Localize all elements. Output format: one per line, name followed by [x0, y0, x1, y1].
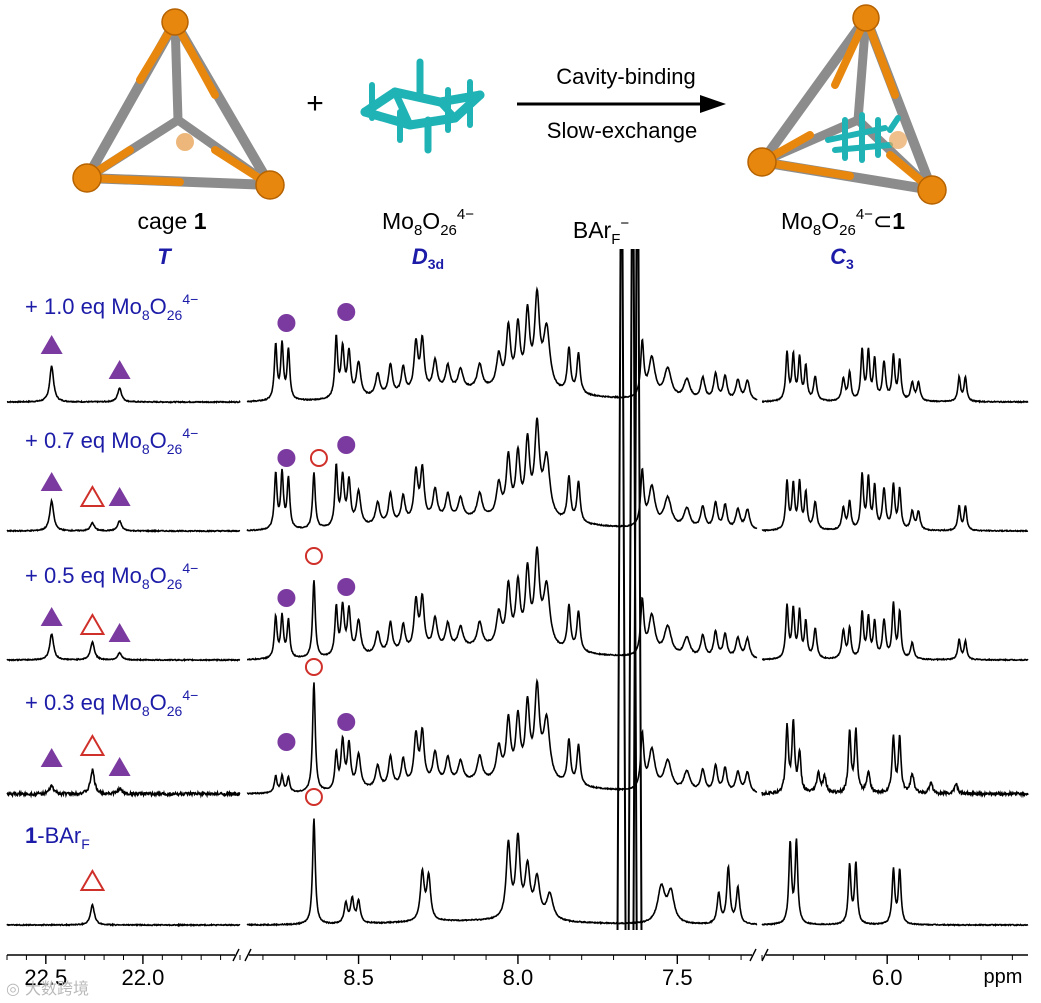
- filled-triangle-marker: [108, 487, 131, 506]
- spectrum-trace: [761, 838, 1029, 927]
- axis-break: [749, 948, 757, 962]
- watermark: ◎ 大数跨境: [6, 979, 90, 998]
- axis-break: [232, 948, 240, 962]
- tick-label: 6.0: [872, 965, 903, 990]
- tick-label: 22.5: [24, 965, 67, 990]
- open-triangle-marker: [79, 485, 106, 507]
- tick-label: 8.5: [343, 965, 374, 990]
- spectrum-trace: [247, 546, 758, 661]
- spectrum-trace: [246, 677, 758, 796]
- counterion-label: BArF−: [573, 215, 630, 248]
- axis-break: [244, 948, 252, 962]
- spectrum-trace: [246, 286, 758, 403]
- open-circle-marker: [304, 658, 323, 676]
- tick-label: 7.5: [662, 965, 693, 990]
- filled-circle-marker: [337, 713, 356, 731]
- open-triangle-marker: [79, 613, 106, 635]
- tick-label: 8.0: [503, 965, 534, 990]
- arrow-label-bottom: Slow-exchange: [547, 118, 697, 143]
- trace-labels: + 1.0 eq Mo8O264− + 0.7 eq Mo8O264− + 0.…: [25, 291, 198, 852]
- spectrum-trace: [761, 347, 1029, 404]
- trace-label: 1-BArF: [25, 823, 90, 852]
- spectrum-trace: [761, 718, 1029, 799]
- filled-circle-marker: [277, 589, 296, 607]
- x-axis: 22.5 22.0 8.5 8.0 7.5 6.0 ppm: [6, 948, 1028, 990]
- spectrum-trace: [6, 365, 241, 404]
- spectrum-trace: [761, 472, 1029, 533]
- open-circle-marker: [309, 449, 328, 467]
- axis-break: [761, 948, 769, 962]
- filled-triangle-marker: [108, 757, 131, 776]
- spectrum-trace: [6, 768, 241, 799]
- open-triangle-marker: [79, 869, 106, 891]
- peak-markers: [40, 303, 356, 891]
- spectrum-trace: [6, 497, 241, 533]
- cage-label: cage 1: [137, 208, 206, 234]
- complex-label: Mo8O264−⊂1: [781, 206, 905, 239]
- arrow-label-top: Cavity-binding: [556, 64, 695, 89]
- axis-unit-label: ppm: [984, 966, 1023, 988]
- filled-triangle-marker: [40, 607, 63, 626]
- guest-symmetry: D3d: [412, 244, 444, 272]
- spectrum-trace: [761, 601, 1029, 662]
- barf-peak: [632, 249, 643, 931]
- filled-triangle-marker: [108, 623, 131, 642]
- host-guest-complex-molecule: [747, 4, 947, 205]
- filled-circle-marker: [277, 733, 296, 751]
- trace-label: + 0.3 eq Mo8O264−: [25, 687, 198, 719]
- open-triangle-marker: [79, 734, 106, 756]
- filled-circle-marker: [277, 449, 296, 467]
- barf-peak: [616, 249, 627, 931]
- spectrum-trace: [246, 417, 758, 532]
- trace-label: + 0.5 eq Mo8O264−: [25, 560, 198, 592]
- spectrum-trace: [6, 633, 241, 663]
- cage-symmetry: T: [157, 244, 172, 269]
- filled-triangle-marker: [40, 472, 63, 491]
- filled-triangle-marker: [40, 335, 63, 354]
- open-circle-marker: [304, 547, 323, 565]
- filled-circle-marker: [337, 436, 356, 454]
- filled-circle-marker: [277, 314, 296, 332]
- reaction-arrow: [517, 95, 726, 113]
- spectra: [6, 249, 1029, 931]
- trace-label: + 0.7 eq Mo8O264−: [25, 425, 198, 457]
- filled-triangle-marker: [108, 360, 131, 379]
- trace-label: + 1.0 eq Mo8O264−: [25, 291, 198, 323]
- filled-triangle-marker: [40, 748, 63, 767]
- filled-circle-marker: [337, 303, 356, 321]
- plus-sign: +: [306, 87, 324, 120]
- cage-1-molecule: [72, 8, 285, 200]
- filled-circle-marker: [337, 578, 356, 596]
- spectrum-trace: [246, 818, 758, 927]
- complex-symmetry: C3: [830, 244, 854, 272]
- guest-label: Mo8O264−: [382, 206, 474, 239]
- mo8o26-molecule: [360, 58, 485, 154]
- open-circle-marker: [304, 788, 323, 806]
- tick-label: 22.0: [122, 965, 165, 990]
- spectrum-trace: [6, 902, 241, 928]
